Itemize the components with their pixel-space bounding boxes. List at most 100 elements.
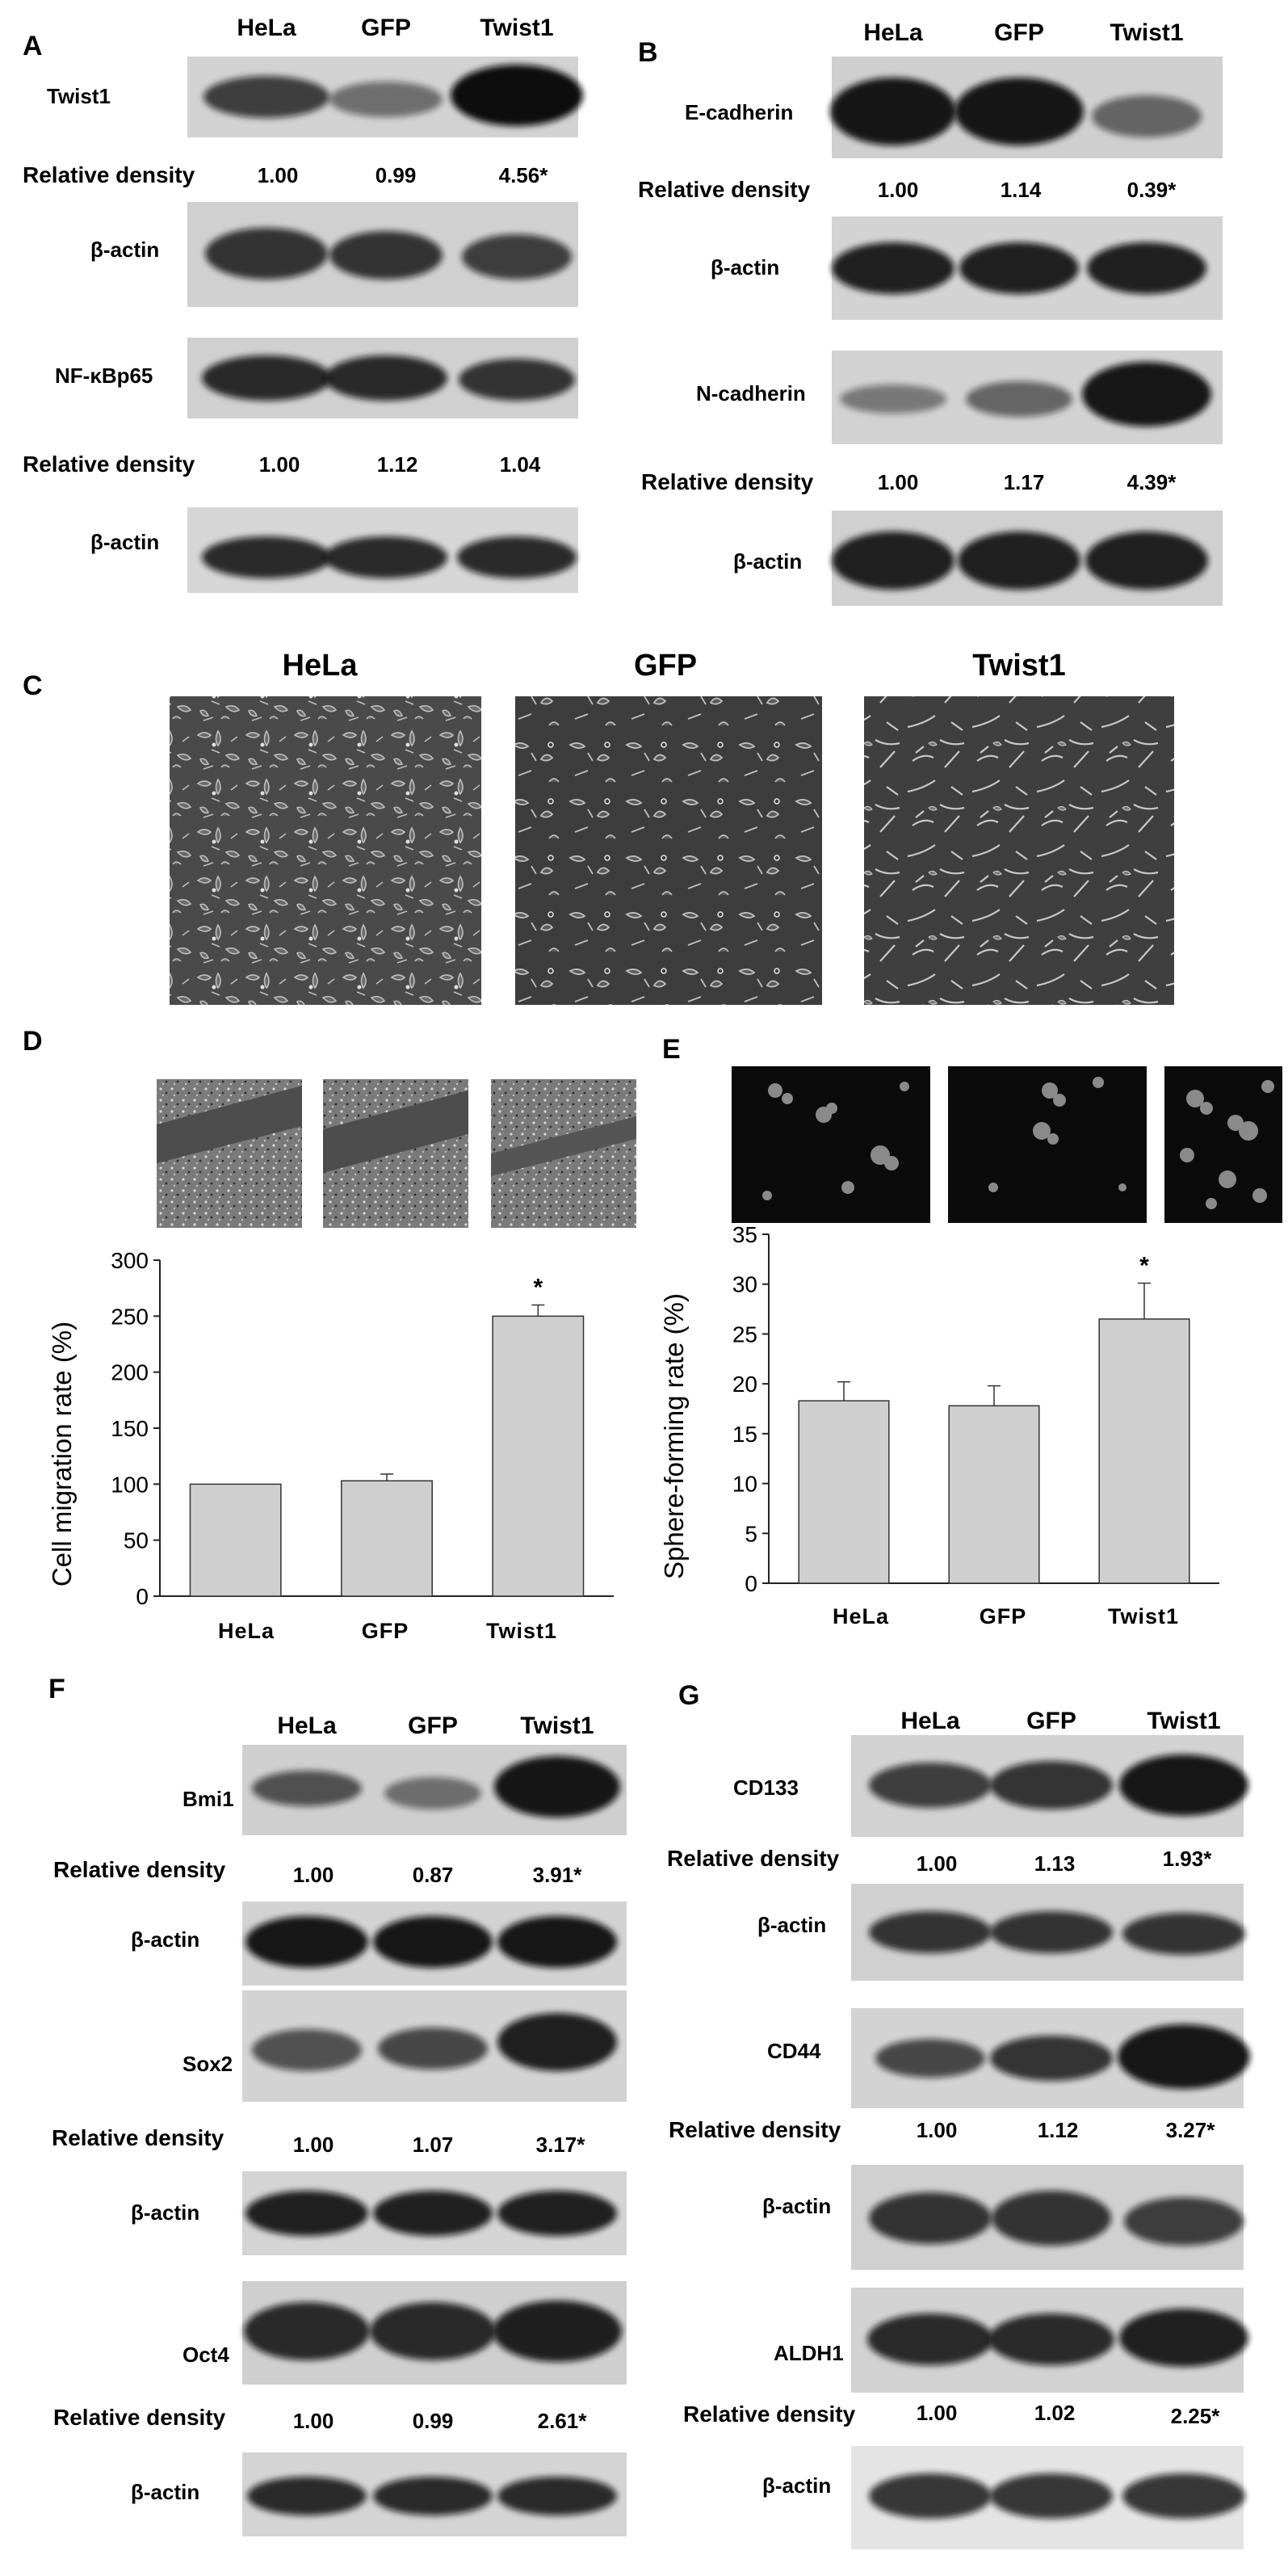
category-label: Twist1	[1108, 1604, 1179, 1628]
blot-band	[245, 2191, 368, 2236]
density-value: 3.91*	[533, 1863, 583, 1887]
blot-row: E-cadherin	[685, 57, 1223, 158]
blot-band	[832, 242, 954, 294]
y-tick-label: 250	[111, 1304, 149, 1329]
bar	[948, 1405, 1040, 1584]
y-tick-label: 200	[111, 1360, 149, 1385]
density-label: Relative density	[52, 2125, 224, 2150]
blot-row: β-actin	[762, 2165, 1244, 2270]
density-label: Relative density	[53, 2405, 226, 2430]
density-row: Relative density 1.00 1.07 3.17*	[52, 2125, 585, 2157]
blot-band	[462, 234, 572, 279]
spheres	[762, 1082, 909, 1200]
chart-bars: *	[189, 1274, 585, 1597]
y-axis-label: Sphere-forming rate (%)	[659, 1293, 689, 1579]
density-row: Relative density 1.00 1.12 1.04	[23, 452, 541, 477]
density-value: 1.12	[1038, 2118, 1079, 2142]
density-label: Relative density	[667, 1846, 840, 1871]
blot-band	[451, 65, 583, 126]
y-tick-label: 10	[732, 1472, 757, 1497]
blot-band	[990, 1911, 1113, 1953]
density-value: 1.00	[917, 1851, 958, 1876]
density-row: Relative density 1.00 1.02 2.25*	[683, 2401, 1220, 2428]
y-axis-label: Cell migration rate (%)	[47, 1322, 77, 1586]
blot-band	[373, 2477, 493, 2515]
blot-row: Bmi1	[183, 1745, 627, 1835]
wound-images	[157, 1079, 636, 1228]
blot-band	[329, 231, 443, 279]
wound-gap	[157, 1086, 302, 1163]
chart-axes: 0 5 10 15 20 25 30 35	[732, 1222, 1219, 1596]
blot-band	[493, 2301, 622, 2362]
blot-band	[990, 2036, 1113, 2081]
y-tick-label: 15	[732, 1422, 757, 1447]
density-value: 3.27*	[1166, 2118, 1216, 2142]
blot-band	[245, 1916, 368, 1968]
blot-band	[959, 242, 1079, 294]
blot-band	[958, 532, 1080, 590]
bar	[1098, 1318, 1190, 1584]
blot-label: β-actin	[762, 2473, 831, 2498]
density-value: 2.25*	[1171, 2404, 1221, 2428]
column-header: GFP	[994, 19, 1044, 46]
blot-band	[252, 1771, 362, 1806]
column-header: Twist1	[1147, 1708, 1220, 1734]
blot-row: β-actin	[90, 202, 578, 307]
blot-band	[1082, 362, 1211, 427]
wound-gap	[491, 1116, 636, 1176]
density-value: 4.56*	[499, 163, 549, 187]
blot-band	[244, 2302, 370, 2360]
column-header: GFP	[361, 15, 411, 41]
y-tick-label: 300	[111, 1248, 149, 1273]
blot-label: β-actin	[131, 2200, 199, 2225]
bar	[798, 1400, 890, 1584]
column-header: HeLa	[277, 1712, 337, 1739]
y-tick-label: 50	[124, 1528, 149, 1553]
panel-letter: C	[23, 670, 43, 701]
blot-label: β-actin	[733, 549, 802, 574]
column-header: HeLa	[863, 19, 923, 46]
blot-row: CD44	[767, 2008, 1250, 2108]
y-tick-label: 30	[732, 1272, 757, 1297]
y-tick-label: 5	[745, 1521, 757, 1546]
blot-band	[1122, 2473, 1245, 2519]
density-value: 1.02	[1034, 2401, 1076, 2425]
chart-migration: 0 50 100 150 200 250 300 Cell migration rate (…	[47, 1248, 614, 1643]
density-value: 0.99	[375, 163, 417, 187]
blot-band	[1087, 242, 1206, 294]
blot-band	[840, 385, 946, 414]
blot-label: N-cadherin	[696, 381, 806, 406]
chart-sphere: 0 5 10 15 20 25 30 35 Sphere-forming rate (%) *…	[659, 1222, 1219, 1628]
density-label: Relative density	[669, 2117, 841, 2142]
category-labels: HeLa GFP Twist1	[833, 1604, 1179, 1628]
blot-row: Twist1	[47, 57, 583, 137]
blot-label: CD44	[767, 2039, 821, 2063]
blot-band	[329, 82, 443, 117]
density-label: Relative density	[641, 469, 814, 494]
column-header: GFP	[634, 649, 697, 683]
blot-band	[497, 2013, 617, 2071]
column-header: Twist1	[520, 1712, 594, 1739]
blot-band	[992, 2191, 1111, 2246]
blot-band	[966, 381, 1072, 417]
blot-label: β-actin	[131, 1927, 199, 1952]
column-header: Twist1	[972, 649, 1065, 683]
panel-letter: F	[48, 1674, 65, 1704]
blot-band	[875, 2039, 985, 2078]
blot-band	[202, 355, 331, 401]
category-labels: HeLa GFP Twist1	[218, 1619, 556, 1643]
density-value: 1.07	[413, 2133, 454, 2157]
density-value: 1.00	[259, 452, 300, 477]
blot-row: CD133	[733, 1735, 1248, 1837]
blot-row: Oct4	[183, 2281, 627, 2385]
blot-band	[378, 2028, 488, 2070]
density-value: 3.17*	[536, 2133, 586, 2157]
density-value: 2.61*	[538, 2409, 588, 2433]
blot-band	[247, 2477, 367, 2515]
blot-label: β-actin	[90, 237, 159, 262]
category-label: HeLa	[218, 1619, 275, 1643]
blot-band	[867, 2313, 993, 2365]
blot-row: β-actin	[757, 1884, 1245, 1981]
panel-g: G HeLa GFP Twist1 CD133 Relative density…	[667, 1680, 1250, 2549]
